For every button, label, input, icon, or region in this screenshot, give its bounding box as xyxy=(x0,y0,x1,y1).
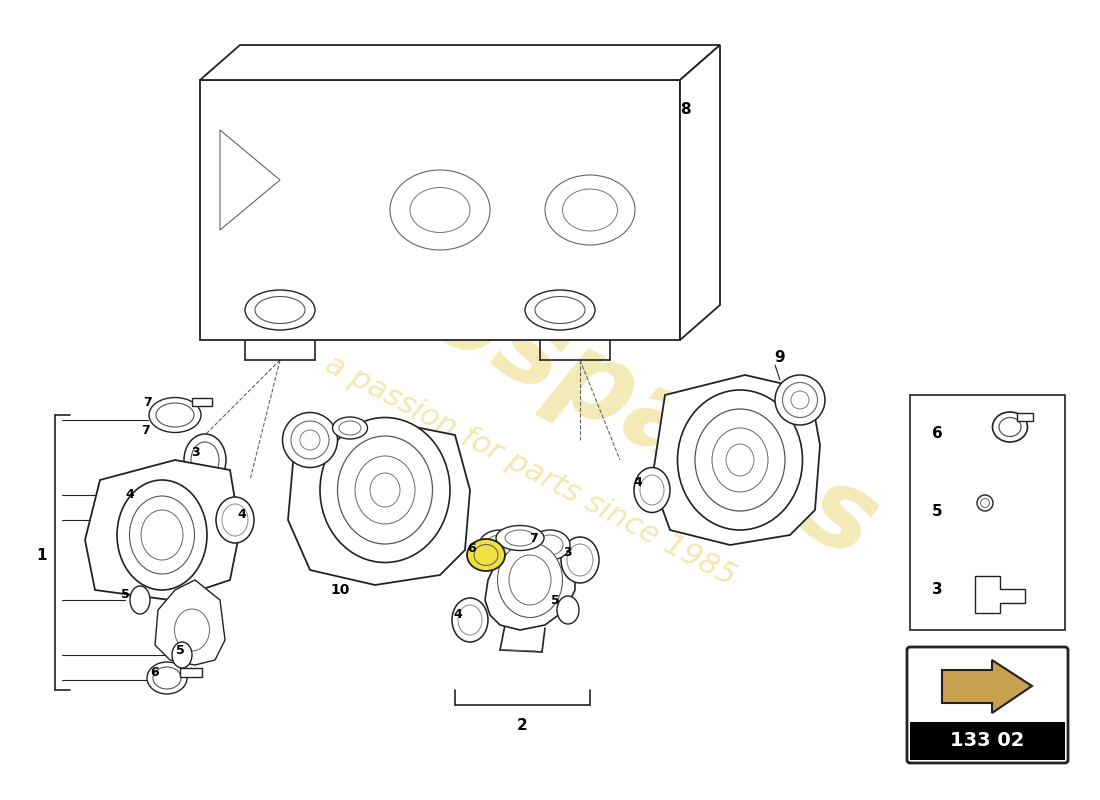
Bar xyxy=(910,395,1065,630)
Text: 8: 8 xyxy=(680,102,691,118)
Text: 6: 6 xyxy=(151,666,160,678)
Text: 5: 5 xyxy=(121,589,130,602)
Bar xyxy=(192,398,212,406)
Text: 7: 7 xyxy=(141,423,150,437)
Polygon shape xyxy=(200,45,720,80)
Ellipse shape xyxy=(726,444,754,476)
Ellipse shape xyxy=(509,555,551,605)
Text: 7: 7 xyxy=(144,397,153,410)
Ellipse shape xyxy=(678,390,803,530)
Ellipse shape xyxy=(355,456,415,524)
Ellipse shape xyxy=(300,430,320,450)
Bar xyxy=(910,722,1065,760)
Ellipse shape xyxy=(222,504,248,536)
Ellipse shape xyxy=(320,418,450,562)
Text: eurospares: eurospares xyxy=(224,158,895,582)
Text: 5: 5 xyxy=(551,594,560,606)
Ellipse shape xyxy=(458,605,482,635)
Ellipse shape xyxy=(566,544,593,576)
Text: 3: 3 xyxy=(563,546,571,559)
FancyBboxPatch shape xyxy=(908,647,1068,763)
Ellipse shape xyxy=(640,475,664,505)
Text: 5: 5 xyxy=(932,503,943,518)
Ellipse shape xyxy=(141,510,183,560)
Ellipse shape xyxy=(130,586,150,614)
Polygon shape xyxy=(942,660,1032,713)
Text: 6: 6 xyxy=(468,542,476,554)
Ellipse shape xyxy=(191,442,219,478)
Ellipse shape xyxy=(132,485,157,515)
Polygon shape xyxy=(85,460,240,600)
Ellipse shape xyxy=(497,542,562,618)
Polygon shape xyxy=(155,580,226,665)
Ellipse shape xyxy=(561,537,600,583)
Text: 3: 3 xyxy=(932,582,943,597)
Text: 1: 1 xyxy=(36,547,47,562)
Polygon shape xyxy=(975,576,1025,613)
Ellipse shape xyxy=(791,391,808,409)
Text: 4: 4 xyxy=(238,509,246,522)
Polygon shape xyxy=(288,420,470,585)
Ellipse shape xyxy=(216,497,254,543)
Text: a passion for parts since 1985: a passion for parts since 1985 xyxy=(320,349,740,591)
Text: 3: 3 xyxy=(190,446,199,459)
Bar xyxy=(180,668,202,677)
Text: 7: 7 xyxy=(529,531,538,545)
Polygon shape xyxy=(680,45,720,340)
Bar xyxy=(1018,413,1033,421)
Polygon shape xyxy=(200,80,680,340)
Ellipse shape xyxy=(172,642,192,668)
Text: 133 02: 133 02 xyxy=(949,731,1024,750)
Ellipse shape xyxy=(712,428,768,492)
Ellipse shape xyxy=(184,434,226,486)
Ellipse shape xyxy=(474,545,498,566)
Ellipse shape xyxy=(147,662,187,694)
Polygon shape xyxy=(652,375,820,545)
Ellipse shape xyxy=(537,535,563,555)
Ellipse shape xyxy=(557,596,579,624)
Ellipse shape xyxy=(496,526,544,550)
Text: 4: 4 xyxy=(634,477,642,490)
Ellipse shape xyxy=(776,375,825,425)
Ellipse shape xyxy=(175,609,209,651)
Ellipse shape xyxy=(153,667,182,689)
Ellipse shape xyxy=(338,436,432,544)
Ellipse shape xyxy=(977,495,993,511)
Ellipse shape xyxy=(634,467,670,513)
Ellipse shape xyxy=(283,413,338,467)
Ellipse shape xyxy=(478,530,521,560)
Ellipse shape xyxy=(782,382,817,418)
Text: 9: 9 xyxy=(774,350,785,366)
Text: 10: 10 xyxy=(330,583,350,597)
Ellipse shape xyxy=(332,417,367,439)
Text: 5: 5 xyxy=(176,643,185,657)
Ellipse shape xyxy=(468,539,505,571)
Ellipse shape xyxy=(292,421,329,459)
Ellipse shape xyxy=(117,480,207,590)
Ellipse shape xyxy=(126,478,164,522)
Text: 2: 2 xyxy=(517,718,527,733)
Text: 6: 6 xyxy=(932,426,943,441)
Ellipse shape xyxy=(486,535,514,555)
Ellipse shape xyxy=(370,473,400,507)
Text: 4: 4 xyxy=(453,609,462,622)
Ellipse shape xyxy=(695,409,785,511)
Ellipse shape xyxy=(530,530,570,560)
Ellipse shape xyxy=(156,403,194,427)
Text: 4: 4 xyxy=(125,489,134,502)
Ellipse shape xyxy=(130,496,195,574)
Ellipse shape xyxy=(452,598,488,642)
Ellipse shape xyxy=(505,530,535,546)
Ellipse shape xyxy=(148,398,201,433)
Ellipse shape xyxy=(339,421,361,435)
Polygon shape xyxy=(480,530,575,630)
